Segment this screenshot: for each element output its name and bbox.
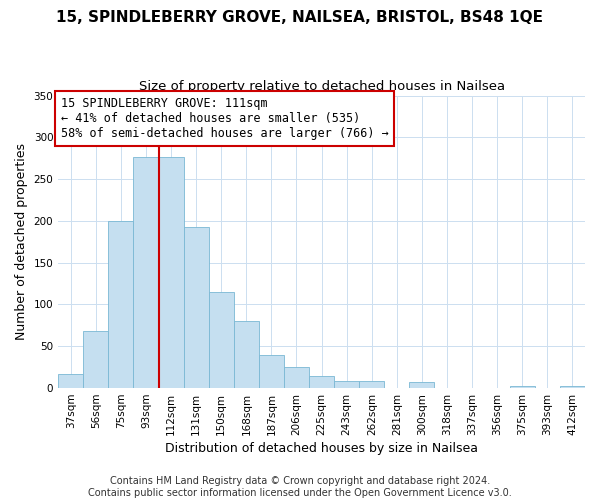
Bar (184, 227, 209, 388)
Bar (409, 382, 434, 388)
Bar (309, 376, 334, 388)
X-axis label: Distribution of detached houses by size in Nailsea: Distribution of detached houses by size … (165, 442, 478, 455)
Bar (234, 321, 259, 388)
Bar (560, 386, 585, 388)
Bar (334, 382, 359, 388)
Bar (133, 156, 158, 388)
Text: Contains HM Land Registry data © Crown copyright and database right 2024.
Contai: Contains HM Land Registry data © Crown c… (88, 476, 512, 498)
Y-axis label: Number of detached properties: Number of detached properties (15, 144, 28, 340)
Title: Size of property relative to detached houses in Nailsea: Size of property relative to detached ho… (139, 80, 505, 93)
Bar (259, 354, 284, 388)
Bar (209, 292, 234, 388)
Bar (284, 367, 309, 388)
Bar (158, 156, 184, 388)
Bar (58, 374, 83, 388)
Text: 15, SPINDLEBERRY GROVE, NAILSEA, BRISTOL, BS48 1QE: 15, SPINDLEBERRY GROVE, NAILSEA, BRISTOL… (56, 10, 544, 25)
Bar (359, 382, 385, 388)
Bar (510, 386, 535, 388)
Text: 15 SPINDLEBERRY GROVE: 111sqm
← 41% of detached houses are smaller (535)
58% of : 15 SPINDLEBERRY GROVE: 111sqm ← 41% of d… (61, 97, 388, 140)
Bar (109, 221, 133, 388)
Bar (83, 331, 109, 388)
